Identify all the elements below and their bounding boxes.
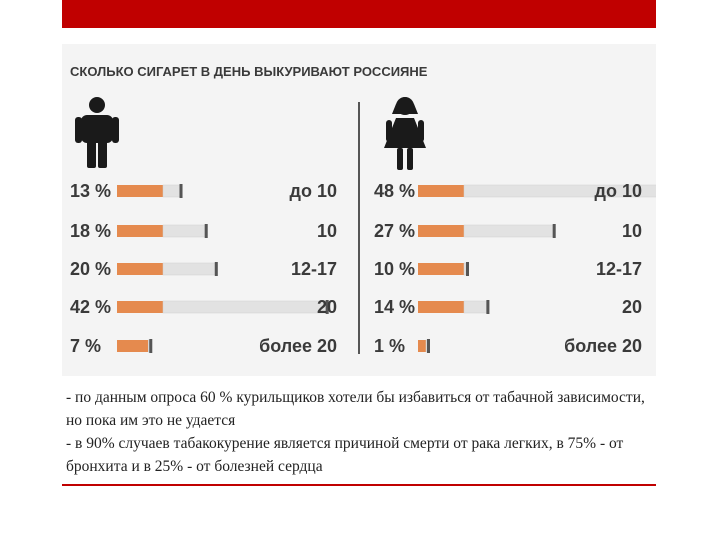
women-row: 10 % 12-17	[374, 259, 642, 279]
men-percent-label: 42 %	[70, 297, 111, 317]
women-row: 1 % более 20	[374, 336, 642, 356]
men-cigarette-bar	[117, 300, 329, 314]
man-icon	[75, 97, 119, 168]
chart-title: СКОЛЬКО СИГАРЕТ В ДЕНЬ ВЫКУРИВАЮТ РОССИЯ…	[70, 64, 428, 79]
women-percent-label: 27 %	[374, 221, 415, 241]
woman-icon	[384, 97, 426, 170]
men-category-label: 10	[317, 221, 337, 241]
men-percent-label: 7 %	[70, 336, 101, 356]
caption-line-1: - по данным опроса 60 % курильщиков хоте…	[66, 389, 645, 429]
cigarette-filter	[418, 225, 464, 237]
cigarette-paper	[463, 184, 656, 198]
cigarette-paper	[425, 339, 428, 353]
cigarette-chart: СКОЛЬКО СИГАРЕТ В ДЕНЬ ВЫКУРИВАЮТ РОССИЯ…	[70, 64, 656, 356]
women-category-label: 10	[622, 221, 642, 241]
cigarette-paper	[463, 262, 467, 276]
cigarette-ash	[179, 184, 183, 198]
men-row: 7 % более 20	[70, 336, 337, 356]
caption-text: - по данным опроса 60 % курильщиков хоте…	[66, 386, 652, 478]
cigarette-ash	[486, 300, 490, 314]
cigarette-ash	[204, 224, 208, 238]
top-accent-bar	[62, 0, 656, 28]
cigarette-filter	[418, 185, 464, 197]
cigarette-paper	[162, 300, 326, 314]
cigarette-filter	[117, 225, 163, 237]
men-category-label: 20	[317, 297, 337, 317]
men-category-label: более 20	[259, 336, 337, 356]
men-category-label: 12-17	[291, 259, 337, 279]
cigarette-ash	[427, 339, 430, 353]
men-cigarette-bar	[117, 339, 153, 353]
women-row: 48 % до 10	[374, 181, 656, 201]
men-cigarette-bar	[117, 224, 208, 238]
women-percent-label: 14 %	[374, 297, 415, 317]
cigarette-ash	[552, 224, 556, 238]
cigarette-filter	[418, 340, 426, 352]
cigarette-ash	[466, 262, 469, 276]
cigarette-filter	[418, 301, 464, 313]
women-percent-label: 1 %	[374, 336, 405, 356]
women-row: 27 % 10	[374, 221, 642, 241]
women-cigarette-bar	[418, 262, 469, 276]
women-category-label: до 10	[595, 181, 642, 201]
cigarette-paper	[162, 262, 216, 276]
bottom-rule	[62, 484, 656, 486]
cigarette-ash	[325, 300, 329, 314]
women-category-label: более 20	[564, 336, 642, 356]
men-percent-label: 18 %	[70, 221, 111, 241]
cigarette-infographic: СКОЛЬКО СИГАРЕТ В ДЕНЬ ВЫКУРИВАЮТ РОССИЯ…	[62, 44, 656, 376]
women-row: 14 % 20	[374, 297, 642, 317]
cigarette-paper	[463, 300, 487, 314]
cigarette-filter	[117, 301, 163, 313]
cigarette-paper	[162, 224, 205, 238]
women-category-label: 20	[622, 297, 642, 317]
men-percent-label: 13 %	[70, 181, 111, 201]
cigarette-paper	[148, 339, 150, 353]
men-cigarette-bar	[117, 262, 218, 276]
men-category-label: до 10	[290, 181, 337, 201]
cigarette-paper	[162, 184, 180, 198]
cigarette-filter	[117, 263, 163, 275]
men-row: 20 % 12-17	[70, 259, 337, 279]
men-row: 42 % 20	[70, 297, 337, 317]
cigarette-filter	[117, 185, 163, 197]
men-cigarette-bar	[117, 184, 183, 198]
women-cigarette-bar	[418, 184, 656, 198]
cigarette-filter	[117, 340, 149, 352]
cigarette-ash	[149, 339, 153, 353]
cigarette-ash	[214, 262, 218, 276]
men-percent-label: 20 %	[70, 259, 111, 279]
women-percent-label: 48 %	[374, 181, 415, 201]
women-cigarette-bar	[418, 339, 430, 353]
women-percent-label: 10 %	[374, 259, 415, 279]
cigarette-paper	[463, 224, 553, 238]
women-cigarette-bar	[418, 224, 556, 238]
women-category-label: 12-17	[596, 259, 642, 279]
caption-line-2: - в 90% случаев табакокурение является п…	[66, 435, 624, 475]
cigarette-filter	[418, 263, 464, 275]
women-cigarette-bar	[418, 300, 490, 314]
men-row: 13 % до 10	[70, 181, 337, 201]
men-row: 18 % 10	[70, 221, 337, 241]
